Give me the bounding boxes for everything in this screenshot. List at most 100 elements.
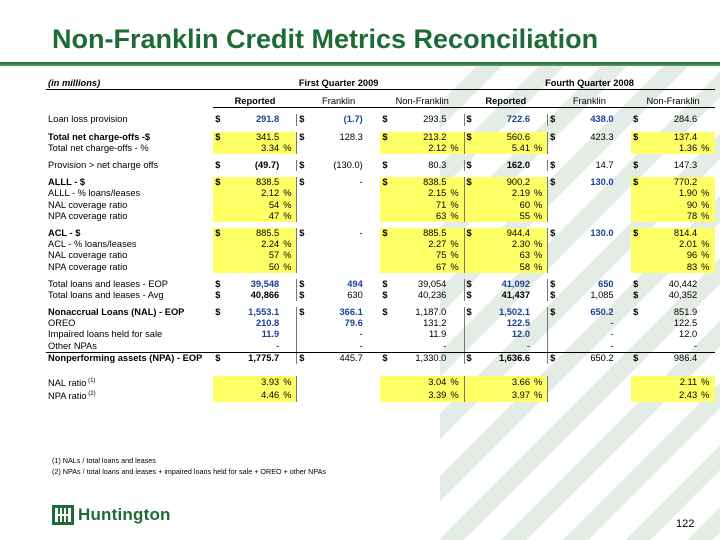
row-label: Total net charge-offs -$ xyxy=(48,131,151,142)
cell-value xyxy=(309,250,365,261)
currency-symbol xyxy=(547,329,560,341)
table-row: NPA ratio (2) 4.46% 3.39% 3.97% 2.43% xyxy=(46,389,715,403)
currency-symbol xyxy=(463,261,477,273)
percent-sign xyxy=(616,114,632,125)
percent-sign: % xyxy=(699,239,715,251)
percent-sign xyxy=(281,114,297,125)
cell-value: 54 xyxy=(225,199,282,211)
currency-symbol: $ xyxy=(547,159,560,172)
currency-symbol: $ xyxy=(382,160,388,171)
percent-sign: % xyxy=(532,239,548,251)
percent-sign xyxy=(532,160,548,171)
currency-symbol xyxy=(213,329,225,340)
currency-symbol: $ xyxy=(463,159,477,172)
percent-sign xyxy=(616,177,632,188)
cell-value: 122.5 xyxy=(673,318,698,329)
row-label: NPA coverage ratio xyxy=(48,210,128,221)
cell-value xyxy=(560,261,616,272)
currency-symbol xyxy=(631,142,644,154)
table-row: Total net charge-offs - % 3.34% 2.12% 5.41%… xyxy=(46,142,715,154)
currency-symbol: $ xyxy=(631,177,644,189)
currency-symbol xyxy=(380,199,393,211)
currency-symbol: $ xyxy=(380,227,393,240)
currency-symbol xyxy=(631,389,644,403)
row-label: Total loans and leases - Avg xyxy=(48,289,164,300)
cell-value: 130.0 xyxy=(590,227,614,238)
currency-symbol: $ xyxy=(213,131,226,143)
percent-sign xyxy=(699,227,715,240)
row-label: Total net charge-offs - % xyxy=(48,142,149,153)
currency-symbol: $ xyxy=(215,307,221,318)
cell-value: 650.2 xyxy=(590,307,614,318)
percent-sign xyxy=(281,340,297,353)
cell-value: 128.3 xyxy=(339,131,363,142)
currency-symbol xyxy=(547,375,560,390)
currency-symbol: $ xyxy=(380,177,393,189)
currency-symbol: $ xyxy=(213,227,226,240)
currency-symbol: $ xyxy=(547,227,560,240)
percent-sign xyxy=(448,352,464,364)
cell-value: 445.7 xyxy=(339,352,363,363)
percent-sign: % xyxy=(699,199,715,211)
cell-value: 3.34 xyxy=(225,142,282,154)
cell-value xyxy=(560,239,616,250)
percent-sign: % xyxy=(532,389,548,403)
currency-symbol xyxy=(380,188,393,200)
percent-sign xyxy=(281,160,297,171)
percent-sign: % xyxy=(532,210,548,222)
currency-symbol: $ xyxy=(296,278,310,290)
currency-symbol: $ xyxy=(296,177,310,189)
row-label: NAL ratio (1) xyxy=(48,377,96,389)
percent-sign xyxy=(365,239,381,250)
cell-value xyxy=(560,376,616,389)
percent-sign: % xyxy=(448,142,465,154)
percent-sign xyxy=(365,177,381,188)
percent-sign xyxy=(699,131,715,143)
cell-value: 2.19 xyxy=(476,188,532,200)
percent-sign xyxy=(281,307,297,318)
percent-sign xyxy=(365,250,381,261)
column-header-franklin: Franklin xyxy=(296,96,381,109)
percent-sign: % xyxy=(448,239,465,251)
percent-sign xyxy=(365,200,381,211)
currency-symbol xyxy=(213,375,226,390)
row-label: OREO xyxy=(48,318,76,329)
currency-symbol xyxy=(547,261,560,273)
row-label: ACL - % loans/leases xyxy=(48,239,137,250)
percent-sign: % xyxy=(532,199,548,211)
percent-sign xyxy=(365,261,381,272)
percent-sign: % xyxy=(281,375,297,390)
currency-symbol xyxy=(547,318,560,330)
percent-sign xyxy=(532,177,548,189)
currency-symbol: $ xyxy=(633,307,639,318)
cell-value: 814.4 xyxy=(643,227,700,240)
table-row: NPA coverage ratio 50% 67% 58% 83% xyxy=(46,261,715,273)
table-row: Provision > net charge offs $ (49.7) $ (130.… xyxy=(46,159,715,172)
currency-symbol xyxy=(213,318,225,329)
percent-sign: % xyxy=(448,250,465,262)
cell-value: 986.4 xyxy=(673,352,698,363)
percent-sign xyxy=(281,279,297,290)
currency-symbol: $ xyxy=(382,278,388,289)
currency-symbol xyxy=(296,188,310,200)
percent-sign xyxy=(532,329,548,340)
row-label: Loan loss provision xyxy=(48,114,128,125)
cell-value: 147.3 xyxy=(673,160,698,171)
currency-symbol: $ xyxy=(633,278,639,289)
cell-value: 770.2 xyxy=(643,177,700,189)
currency-symbol xyxy=(463,389,477,403)
footnote-2: (2) NPAs / total loans and leases + impa… xyxy=(52,467,326,476)
currency-symbol xyxy=(463,199,477,211)
currency-symbol xyxy=(213,239,226,251)
page-title: Non-Franklin Credit Metrics Reconciliati… xyxy=(52,24,599,54)
percent-sign: % xyxy=(281,389,297,403)
percent-sign xyxy=(364,340,381,353)
cell-value: 2.27 xyxy=(392,239,449,251)
currency-symbol xyxy=(296,340,310,353)
percent-sign xyxy=(365,143,381,154)
currency-symbol: $ xyxy=(463,114,477,126)
cell-value: 41,437 xyxy=(501,289,530,300)
row-label: Total loans and leases - EOP xyxy=(48,278,168,289)
cell-value: 5.41 xyxy=(476,142,532,154)
row-label: NAL coverage ratio xyxy=(48,250,128,261)
